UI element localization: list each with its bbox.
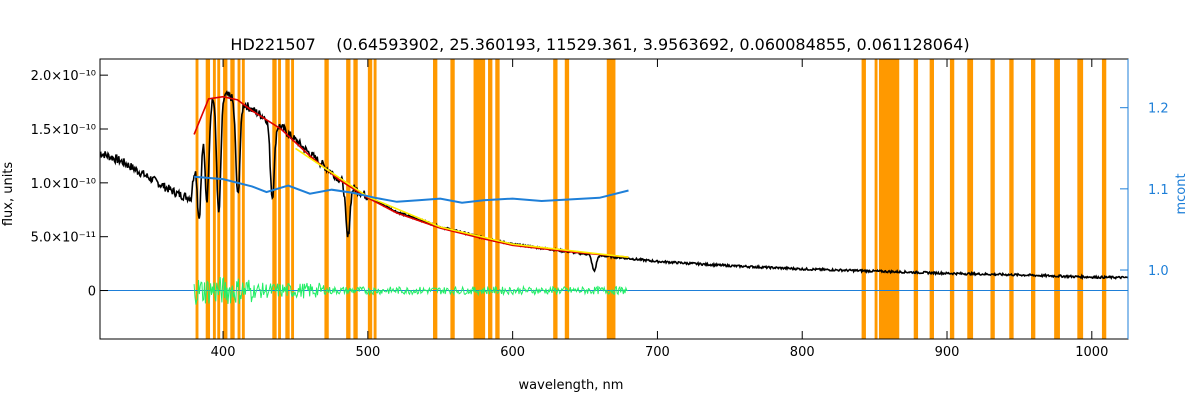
x-tick-label: 500 (355, 345, 380, 360)
masked-region (1101, 59, 1107, 339)
masked-region (278, 59, 281, 339)
masked-region (237, 59, 241, 339)
masked-region (353, 59, 358, 339)
masked-region (230, 59, 235, 339)
masked-region (1054, 59, 1060, 339)
x-tick-label: 1000 (1075, 345, 1108, 360)
residual-series (193, 276, 628, 305)
y-tick-label: 2.0×10⁻¹⁰ (31, 69, 96, 84)
masked-region (967, 59, 974, 339)
x-tick-label: 600 (500, 345, 525, 360)
y-tick-label: 0 (88, 285, 96, 300)
y2-tick-label: 1.0 (1148, 264, 1169, 279)
series-layer (99, 90, 1129, 305)
masked-region (553, 59, 558, 339)
x-tick-label: 800 (790, 345, 815, 360)
masked-region (1009, 59, 1014, 339)
y-tick-label: 5.0×10⁻¹¹ (31, 231, 96, 246)
x-tick-label: 700 (645, 345, 670, 360)
masked-region (1077, 59, 1084, 339)
y-axis-title: flux, units (1, 162, 16, 227)
masked-region (473, 59, 486, 339)
x-axis-title: wavelength, nm (519, 378, 624, 393)
masked-regions (195, 59, 1107, 339)
masked-region (949, 59, 955, 339)
masked-region (1030, 59, 1036, 339)
masked-region (913, 59, 919, 339)
masked-region (212, 59, 216, 339)
y-tick-label: 1.5×10⁻¹⁰ (31, 123, 96, 138)
masked-region (450, 59, 455, 339)
fit-series (295, 147, 629, 258)
y2-axis-title: mcont (1174, 173, 1189, 214)
masked-region (291, 59, 295, 339)
masked-region (874, 59, 878, 339)
y2-tick-label: 1.1 (1148, 183, 1169, 198)
masked-region (241, 59, 245, 339)
x-tick-label: 900 (935, 345, 960, 360)
tick-layer: 400 500 600 700 800 900 1000 0 5.0×10⁻¹¹ 1.0×10⁻¹… (31, 59, 1169, 360)
model-spectrum-series (193, 95, 629, 258)
chart-title: HD221507 (0.64593902, 25.360193, 11529.3… (230, 35, 969, 54)
masked-region (324, 59, 329, 339)
masked-region (606, 59, 616, 339)
continuum-series (194, 175, 629, 204)
masked-region (272, 59, 277, 339)
masked-region (285, 59, 290, 339)
masked-region (929, 59, 934, 339)
masked-region (217, 59, 221, 339)
masked-region (861, 59, 866, 339)
masked-region (223, 59, 228, 339)
masked-region (990, 59, 995, 339)
masked-region (346, 59, 351, 339)
y-tick-label: 1.0×10⁻¹⁰ (31, 177, 96, 192)
x-tick-label: 400 (211, 345, 236, 360)
masked-region (878, 59, 900, 339)
y2-tick-label: 1.2 (1148, 102, 1169, 117)
